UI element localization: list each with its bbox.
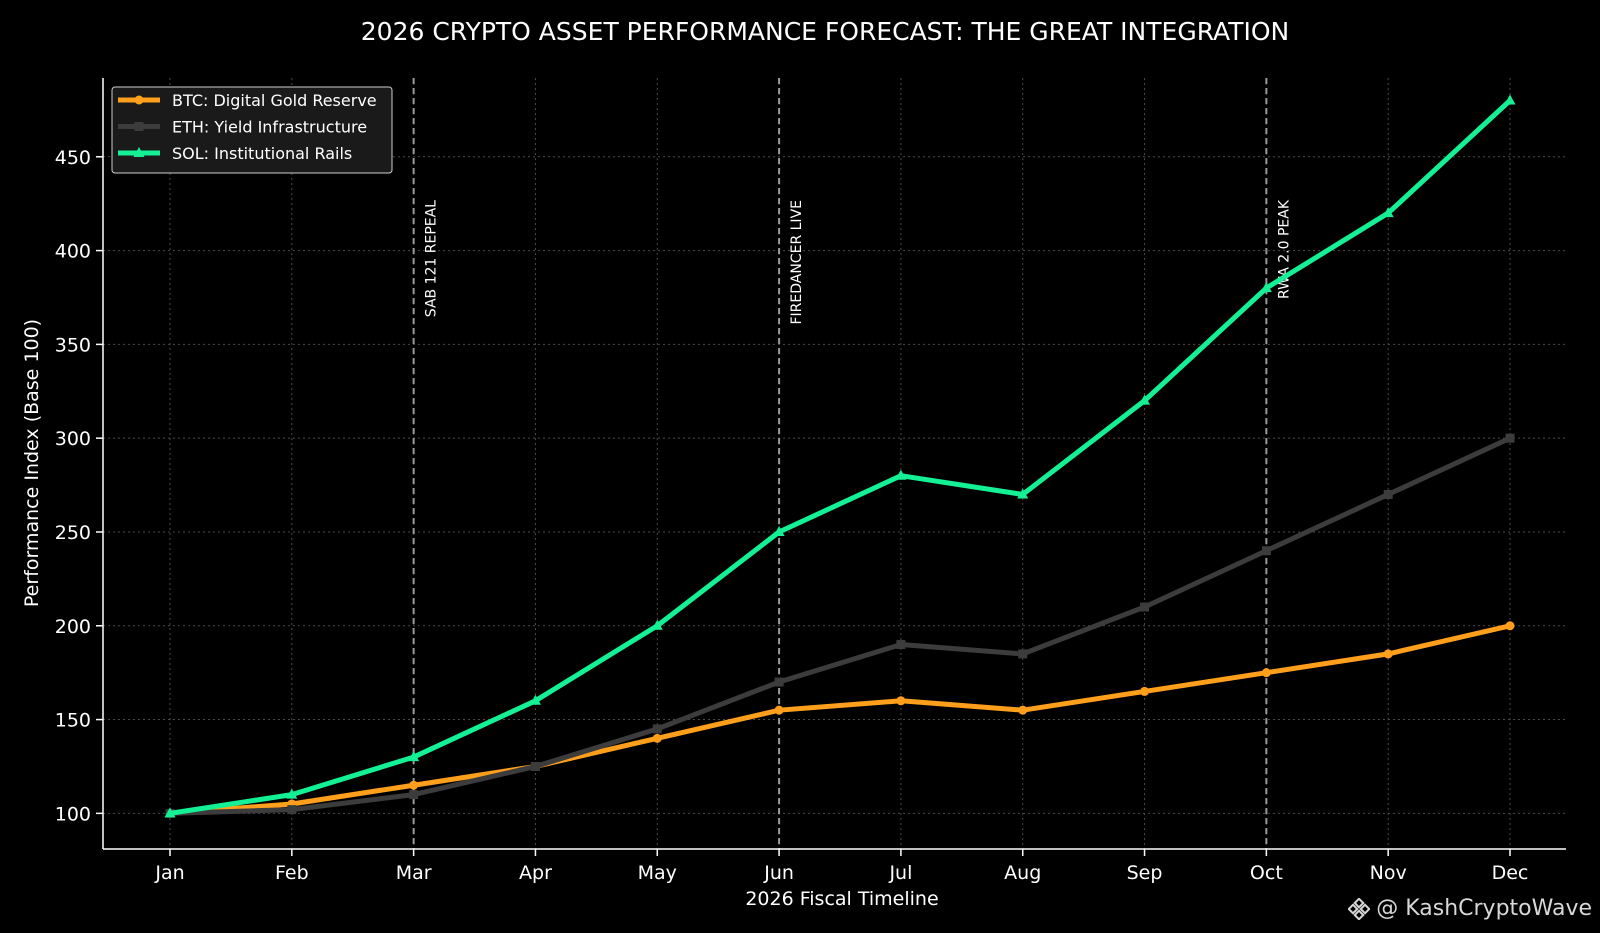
y-tick-label: 150	[55, 710, 91, 732]
btc-point	[652, 733, 662, 743]
watermark-text: @ KashCryptoWave	[1376, 896, 1592, 921]
btc-point	[1261, 668, 1271, 678]
x-tick-label: Jun	[763, 862, 794, 884]
btc-point	[1505, 621, 1515, 631]
sol-point	[895, 469, 907, 480]
annotation-label: FIREDANCER LIVE	[789, 200, 805, 325]
btc-point	[774, 705, 784, 715]
eth-point	[1140, 602, 1150, 612]
x-axis-label: 2026 Fiscal Timeline	[745, 888, 938, 910]
annotation-label: RWA 2.0 PEAK	[1276, 199, 1292, 299]
legend-marker-btc	[134, 95, 144, 105]
sol-point	[1139, 394, 1151, 405]
y-axis-label: Performance Index (Base 100)	[21, 319, 43, 607]
eth-point	[1018, 649, 1028, 659]
x-tick-label: Mar	[396, 862, 432, 884]
x-tick-label: Apr	[519, 862, 552, 884]
x-tick-label: Dec	[1492, 862, 1529, 884]
sol-point	[408, 751, 420, 762]
y-axis-ticks: 100 150 200 250 300 350 400 450	[55, 147, 103, 825]
eth-point	[530, 761, 540, 771]
eth-point	[896, 640, 906, 650]
eth-point	[652, 724, 662, 734]
x-tick-label: Jul	[888, 862, 912, 884]
x-axis-ticks: Jan Feb Mar Apr May Jun Jul Aug Sep Oct Nov Dec	[154, 849, 1528, 884]
eth-line	[167, 435, 1513, 816]
y-tick-label: 400	[55, 241, 91, 263]
grid-lines	[103, 78, 1566, 849]
eth-point	[1261, 546, 1271, 556]
legend-label-sol: SOL: Institutional Rails	[172, 144, 352, 163]
y-tick-label: 300	[55, 428, 91, 450]
legend-marker-eth	[134, 122, 144, 131]
legend-label-eth: ETH: Yield Infrastructure	[172, 118, 367, 137]
sol-point	[164, 807, 176, 818]
sol-point	[773, 525, 785, 536]
sol-point	[286, 788, 298, 799]
annotation-label: SAB 121 REPEAL	[424, 200, 440, 317]
eth-point	[774, 677, 784, 687]
legend: BTC: Digital Gold Reserve ETH: Yield Infr…	[111, 86, 393, 174]
x-tick-label: Nov	[1370, 862, 1407, 884]
x-tick-label: Oct	[1250, 862, 1283, 884]
eth-point	[1505, 433, 1515, 443]
btc-point	[1140, 686, 1150, 696]
y-tick-label: 100	[55, 803, 91, 825]
btc-point	[409, 780, 419, 790]
y-tick-label: 450	[55, 147, 91, 169]
y-tick-label: 350	[55, 334, 91, 356]
binance-diamond-icon	[1348, 897, 1371, 920]
x-tick-label: Aug	[1004, 862, 1041, 884]
sol-point	[1260, 282, 1272, 293]
sol-point	[1382, 207, 1394, 218]
series-lines	[164, 94, 1516, 818]
x-tick-label: Jan	[154, 862, 184, 884]
btc-point	[1018, 705, 1028, 715]
event-annotations: SAB 121 REPEAL FIREDANCER LIVE RWA 2.0 PEA…	[412, 78, 1292, 849]
x-tick-label: Sep	[1127, 862, 1163, 884]
sol-point	[1504, 94, 1516, 105]
btc-point	[1383, 649, 1393, 659]
sol-point	[529, 694, 541, 705]
sol-point	[1017, 488, 1029, 499]
y-tick-label: 250	[55, 522, 91, 544]
x-tick-label: Feb	[275, 862, 309, 884]
chart-title: 2026 CRYPTO ASSET PERFORMANCE FORECAST: …	[361, 17, 1289, 46]
legend-label-btc: BTC: Digital Gold Reserve	[172, 91, 377, 110]
eth-point	[1383, 489, 1393, 499]
x-tick-label: May	[638, 862, 677, 884]
legend-box	[111, 86, 393, 174]
watermark: @ KashCryptoWave	[1348, 896, 1592, 921]
legend-marker-sol	[133, 147, 145, 157]
eth-point	[409, 790, 419, 800]
y-tick-label: 200	[55, 616, 91, 638]
sol-line	[167, 98, 1513, 816]
btc-point	[896, 696, 906, 706]
sol-point	[651, 619, 663, 630]
btc-line	[167, 623, 1513, 816]
eth-point	[287, 805, 297, 815]
